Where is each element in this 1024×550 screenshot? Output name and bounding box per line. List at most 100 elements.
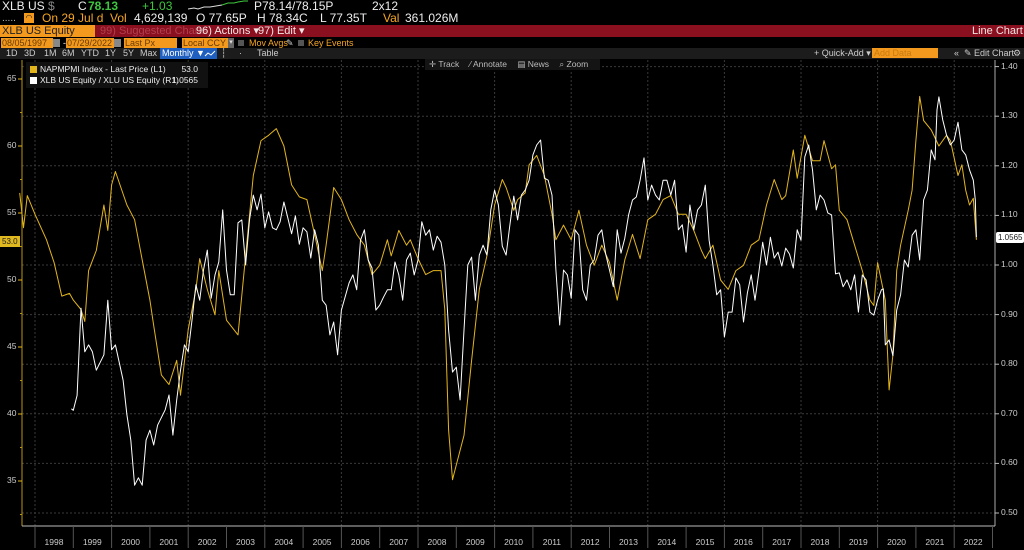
start-date-input[interactable]: 08/05/1997 <box>1 38 53 48</box>
volume-value: 4,629,139 <box>134 11 188 25</box>
right-axis-tick-label: 1.00 <box>1001 259 1018 269</box>
period-6m[interactable]: 6M <box>62 48 75 58</box>
right-axis-tick-label: 1.10 <box>1001 209 1018 220</box>
close-label: C <box>78 0 87 13</box>
last-value-right-badge: 1.0565 <box>996 232 1024 243</box>
period-toolbar: 1D 3D 1M 6M YTD 1Y 5Y Max Monthly ▼ ┆ · … <box>0 48 1024 59</box>
actions-menu[interactable]: 96) Actions ▾ <box>196 25 259 37</box>
zoom-button[interactable]: ⌕ Zoom <box>559 59 589 69</box>
x-axis-tick-label: 2016 <box>733 537 753 547</box>
date-label: On 29 Jul d <box>42 11 104 25</box>
period-3d[interactable]: 3D <box>24 48 36 58</box>
x-axis-tick-label: 2021 <box>925 537 945 547</box>
date-separator: - <box>63 38 66 48</box>
ticker-label: XLB US <box>2 0 45 13</box>
pencil-icon[interactable]: ✎ <box>286 38 294 48</box>
chart-legend: NAPMPMI Index - Last Price (L1) 53.0 XLB… <box>26 62 208 88</box>
period-1y[interactable]: 1Y <box>105 48 117 58</box>
x-axis-tick-label: 2019 <box>848 537 868 547</box>
track-button[interactable]: ✛ Track <box>429 59 460 69</box>
table-button[interactable]: Table <box>257 48 279 58</box>
x-axis-tick-label: 2012 <box>580 537 600 547</box>
currency-icon: $ <box>48 0 55 13</box>
x-axis-tick-label: 2022 <box>963 537 983 547</box>
right-axis-tick-label: 0.60 <box>1001 457 1018 468</box>
left-axis-tick-label: 45 <box>7 341 17 351</box>
dropdown-dot-icon[interactable]: · <box>239 48 242 58</box>
high-price: H 78.34C <box>257 11 308 25</box>
add-data-input[interactable]: Add Data <box>872 48 938 58</box>
last-value-left-badge: 53.0 <box>0 236 20 247</box>
period-1d[interactable]: 1D <box>6 48 18 58</box>
x-axis-tick-label: 2020 <box>887 537 907 547</box>
volume-label: Vol <box>110 11 127 25</box>
x-axis-tick-label: 1999 <box>82 537 102 547</box>
legend-value: 53.0 <box>181 64 198 74</box>
chart-tools-bar: ✛ Track ⁄ Annotate ▤ News ⌕ Zoom <box>425 59 601 70</box>
left-axis-tick-label: 35 <box>7 475 17 485</box>
edit-chart-button[interactable]: ✎ Edit Chart <box>964 48 1015 58</box>
x-axis-tick-label: 2001 <box>159 537 179 547</box>
line-chart-type-icon[interactable] <box>203 48 217 59</box>
mov-avgs-label[interactable]: Mov Avgs <box>249 38 288 48</box>
legend-value: 1.0565 <box>172 75 198 85</box>
ellipsis-icon: ..... <box>2 13 16 24</box>
calendar-icon[interactable] <box>114 39 121 47</box>
collapse-icon[interactable]: « <box>954 48 960 58</box>
settings-gear-icon[interactable]: ⚙ <box>1013 48 1022 58</box>
x-axis-tick-label: 2015 <box>695 537 715 547</box>
calendar-icon[interactable] <box>53 39 60 47</box>
right-axis-tick-label: 0.70 <box>1001 407 1018 418</box>
right-axis-tick-label: 1.20 <box>1001 159 1018 170</box>
edit-menu[interactable]: 97) Edit ▾ <box>258 25 305 37</box>
low-price: L 77.35T <box>320 11 367 25</box>
left-axis-tick-label: 55 <box>7 207 17 217</box>
quote-details: ..... ◠ On 29 Jul d Vol 4,629,139 O 77.6… <box>0 12 1024 25</box>
right-axis-tick-label: 0.80 <box>1001 358 1018 369</box>
quick-add-button[interactable]: + Quick-Add ▾ <box>814 48 871 58</box>
legend-label: NAPMPMI Index - Last Price (L1) <box>40 64 166 74</box>
x-axis-tick-label: 2013 <box>619 537 638 547</box>
x-axis-tick-label: 2008 <box>427 537 447 547</box>
right-axis-tick-label: 0.90 <box>1001 308 1018 319</box>
price-change: +1.03 <box>142 0 173 13</box>
function-toolbar <box>0 25 1024 37</box>
x-axis-tick-label: 2017 <box>772 537 792 547</box>
legend-item[interactable]: XLB US Equity / XLU US Equity (R1) 1.056… <box>30 75 204 86</box>
security-input[interactable]: XLB US Equity <box>0 25 95 37</box>
legend-swatch-icon <box>30 77 37 84</box>
period-max[interactable]: Max <box>140 48 158 58</box>
bid-ask: P78.14/78.15P <box>254 0 334 13</box>
frequency-select[interactable]: Monthly ▼ <box>160 48 207 59</box>
view-title: Line Chart <box>972 25 1023 37</box>
x-axis-tick-label: 2004 <box>274 537 294 547</box>
x-axis-tick-label: 2002 <box>197 537 217 547</box>
x-axis-tick-label: 2010 <box>504 537 524 547</box>
traded-value: 361.026M <box>405 11 459 25</box>
close-price: 78.13 <box>88 0 119 13</box>
right-axis-tick-label: 1.40 <box>1001 60 1018 71</box>
currency-select[interactable]: Local CCY <box>182 38 228 48</box>
period-5y[interactable]: 5Y <box>123 48 135 58</box>
bid-ask-size: 2x12 <box>372 0 399 13</box>
mov-avgs-checkbox[interactable] <box>238 40 244 46</box>
period-ytd[interactable]: YTD <box>81 48 99 58</box>
key-events-checkbox[interactable] <box>298 40 304 46</box>
legend-label: XLB US Equity / XLU US Equity (R1) <box>40 75 179 85</box>
annotate-button[interactable]: ⁄ Annotate <box>469 59 507 69</box>
currency-dropdown-icon[interactable]: ▾ <box>228 38 234 48</box>
news-button[interactable]: ▤ News <box>517 59 550 69</box>
sparkline-icon <box>188 0 248 10</box>
end-date-input[interactable]: 07/29/2022 <box>66 38 114 48</box>
quote-header: XLB US $ C 78.13 +1.03 P78.14/78.15P 2x1… <box>0 0 1024 12</box>
x-axis-tick-label: 2011 <box>542 537 562 547</box>
legend-item[interactable]: NAPMPMI Index - Last Price (L1) 53.0 <box>30 64 204 75</box>
field-select[interactable]: Last Px <box>124 38 177 48</box>
left-axis-tick-label: 60 <box>7 140 17 150</box>
period-1m[interactable]: 1M <box>44 48 57 58</box>
right-axis-tick-label: 1.30 <box>1001 110 1018 121</box>
suggested-charts-button: 99) Suggested Charts <box>100 25 208 37</box>
bar-type-icon[interactable]: ┆ <box>221 48 227 58</box>
key-events-label[interactable]: Key Events <box>308 38 354 48</box>
